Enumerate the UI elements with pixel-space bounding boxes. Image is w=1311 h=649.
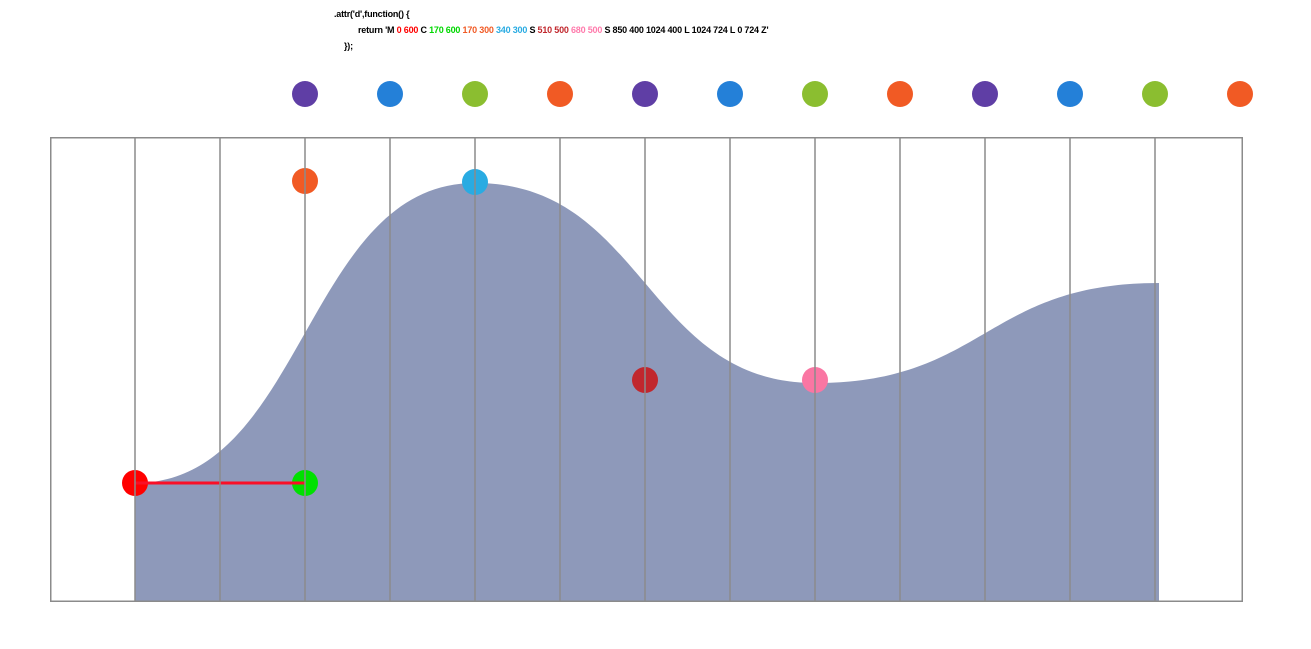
color-dot-orange	[1227, 81, 1253, 107]
color-dot-green	[802, 81, 828, 107]
code-segment: 0 600	[396, 25, 419, 35]
code-segment: 340 300	[496, 25, 528, 35]
chart-border	[50, 137, 1243, 602]
code-segment: return 'M	[358, 25, 397, 35]
color-dot-orange	[547, 81, 573, 107]
color-dot-blue	[377, 81, 403, 107]
svg-path-area-chart	[50, 137, 1243, 602]
color-dot-green	[1142, 81, 1168, 107]
color-dot-orange	[887, 81, 913, 107]
code-segment: 680 500	[571, 25, 603, 35]
code-line-return-path: return 'M 0 600 C 170 600 170 300 340 30…	[334, 22, 769, 38]
code-segment: C	[418, 25, 430, 35]
color-dot-purple	[972, 81, 998, 107]
color-dot-purple	[292, 81, 318, 107]
code-segment: 510 500	[537, 25, 569, 35]
code-segment: 170 600	[429, 25, 461, 35]
code-line-close: });	[344, 41, 353, 51]
color-dot-purple	[632, 81, 658, 107]
color-dot-blue	[1057, 81, 1083, 107]
code-segment: 170 300	[462, 25, 494, 35]
code-line-attr-open: .attr('d',function() {	[334, 9, 410, 19]
code-segment: S	[527, 25, 538, 35]
path-code-snippet: .attr('d',function() { return 'M 0 600 C …	[334, 6, 769, 54]
color-dot-green	[462, 81, 488, 107]
color-dot-blue	[717, 81, 743, 107]
code-segment: S 850 400 1024 400 L 1024 724 L 0 724 Z'	[602, 25, 769, 35]
